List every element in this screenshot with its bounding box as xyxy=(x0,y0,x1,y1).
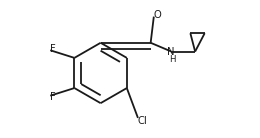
Text: N: N xyxy=(167,47,174,57)
Text: Cl: Cl xyxy=(138,116,147,126)
Text: H: H xyxy=(169,55,175,64)
Text: O: O xyxy=(153,10,161,20)
Text: F: F xyxy=(50,92,56,102)
Text: F: F xyxy=(50,44,56,54)
